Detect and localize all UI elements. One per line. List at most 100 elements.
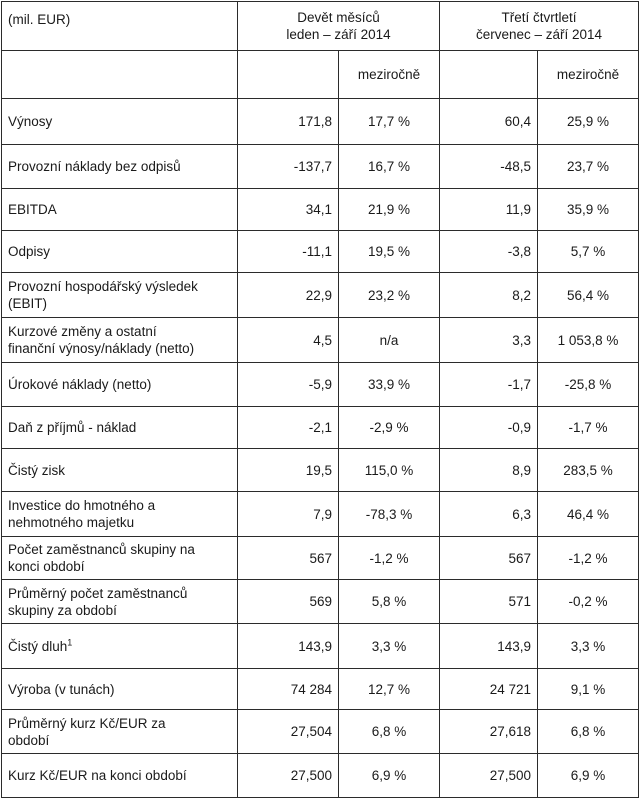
value-q3: 3,3 xyxy=(439,317,538,363)
row-label: Úrokové náklady (netto) xyxy=(1,362,238,407)
row-label-line2: (EBIT) xyxy=(8,296,47,311)
yoy-nine-months: n/a xyxy=(338,317,440,363)
table-row: EBITDA 34,1 21,9 % 11,9 35,9 % xyxy=(1,188,640,231)
table-row: Odpisy -11,1 19,5 % -3,8 5,7 % xyxy=(1,230,640,273)
row-label-line1: Kurzové změny a ostatní xyxy=(8,324,157,339)
header-row-periods: (mil. EUR) Devět měsíců leden – září 201… xyxy=(1,1,640,51)
yoy-nine-months: 33,9 % xyxy=(338,362,440,407)
yoy-q3: 6,8 % xyxy=(536,709,640,754)
yoy-q3: 46,4 % xyxy=(536,491,640,537)
yoy-nine-months: -2,9 % xyxy=(338,406,440,449)
row-label-line1: Výroba (v tunách) xyxy=(8,681,115,697)
row-label: Daň z příjmů - náklad xyxy=(1,406,238,449)
row-label-line1: Čistý zisk xyxy=(8,462,65,478)
row-label-line2: konci období xyxy=(8,559,85,574)
value-q3: 571 xyxy=(439,579,538,624)
yoy-q3: 25,9 % xyxy=(536,98,640,145)
row-label-line1: Investice do hmotného a xyxy=(8,498,156,513)
yoy-nine-months: 6,9 % xyxy=(338,753,440,798)
value-nine-months: 74 284 xyxy=(237,668,339,710)
row-label-line1: Průměrný kurz Kč/EUR za xyxy=(8,715,166,731)
yoy-nine-months: 16,7 % xyxy=(338,144,440,189)
value-nine-months: -11,1 xyxy=(237,230,339,273)
yoy-q3: 23,7 % xyxy=(536,144,640,189)
table-row: Výroba (v tunách) 74 284 12,7 % 24 721 9,1 % xyxy=(1,668,640,710)
value-q3: 8,9 xyxy=(439,448,538,492)
table-row: Kurz Kč/EUR na konci období 27,500 6,9 % 27… xyxy=(1,753,640,798)
row-label: Provozní hospodářský výsledek (EBIT) xyxy=(1,272,238,318)
table-row: Úrokové náklady (netto) -5,9 33,9 % -1,7 -25… xyxy=(1,362,640,407)
value-nine-months: 171,8 xyxy=(237,98,339,145)
row-label: Provozní náklady bez odpisů xyxy=(1,144,238,189)
value-q3: 24 721 xyxy=(439,668,538,710)
row-label: Průměrný počet zaměstnanců skupiny za obd… xyxy=(1,579,238,624)
yoy-q3: -1,2 % xyxy=(536,536,640,580)
row-label-line2: finanční výnosy/náklady (netto) xyxy=(8,341,195,356)
table-row: Daň z příjmů - náklad -2,1 -2,9 % -0,9 -1,7 … xyxy=(1,406,640,449)
row-label-line1: EBITDA xyxy=(8,202,57,217)
yoy-nine-months: 23,2 % xyxy=(338,272,440,318)
yoy-q3: 283,5 % xyxy=(536,448,640,492)
row-label: Kurzové změny a ostatní finanční výnosy/n… xyxy=(1,317,238,363)
value-nine-months: 569 xyxy=(237,579,339,624)
value-q3: 60,4 xyxy=(439,98,538,145)
table-row: Průměrný kurz Kč/EUR za období 27,504 6,8 %… xyxy=(1,709,640,754)
row-label: Kurz Kč/EUR na konci období xyxy=(1,753,238,798)
row-label: Investice do hmotného a nehmotného majetk… xyxy=(1,491,238,537)
value-nine-months: -5,9 xyxy=(237,362,339,407)
row-label-line1: Průměrný počet zaměstnanců xyxy=(8,585,188,601)
table-row: Provozní hospodářský výsledek (EBIT) 22,9 2… xyxy=(1,272,640,318)
row-label-line1: Odpisy xyxy=(8,244,51,259)
yoy-q3: -0,2 % xyxy=(536,579,640,624)
yoy-header-q3: meziročně xyxy=(536,50,640,99)
period-nine-months-title: Devět měsíců xyxy=(297,10,380,25)
yoy-nine-months: -78,3 % xyxy=(338,491,440,537)
yoy-nine-months: 12,7 % xyxy=(338,668,440,710)
table-row: Výnosy 171,8 17,7 % 60,4 25,9 % xyxy=(1,98,640,145)
yoy-nine-months: 5,8 % xyxy=(338,579,440,624)
table-row: Kurzové změny a ostatní finanční výnosy/n… xyxy=(1,317,640,363)
value-q3: 27,500 xyxy=(439,753,538,798)
row-label-line1: Čistý dluh xyxy=(8,638,68,654)
yoy-q3: 5,7 % xyxy=(536,230,640,273)
row-label: Čistý zisk xyxy=(1,448,238,492)
row-label-line1: Výnosy xyxy=(8,114,53,129)
row-label-line1: Provozní hospodářský výsledek xyxy=(8,279,198,294)
yoy-q3: 35,9 % xyxy=(536,188,640,231)
yoy-nine-months: 3,3 % xyxy=(338,623,440,669)
row-label-line1: Úrokové náklady (netto) xyxy=(8,377,152,392)
empty-cell xyxy=(237,50,339,99)
value-nine-months: 4,5 xyxy=(237,317,339,363)
table-row: Počet zaměstnanců skupiny na konci období… xyxy=(1,536,640,580)
row-label-line1: Provozní náklady bez odpisů xyxy=(8,159,181,174)
value-q3: 8,2 xyxy=(439,272,538,318)
value-q3: -0,9 xyxy=(439,406,538,449)
value-nine-months: 7,9 xyxy=(237,491,339,537)
value-nine-months: 567 xyxy=(237,536,339,580)
period-nine-months-header: Devět měsíců leden – září 2014 xyxy=(237,1,440,51)
table-row: Průměrný počet zaměstnanců skupiny za obd… xyxy=(1,579,640,624)
yoy-header-nine-months: meziročně xyxy=(338,50,440,99)
yoy-nine-months: 17,7 % xyxy=(338,98,440,145)
row-label: Výroba (v tunách) xyxy=(1,668,238,710)
row-label: Čistý dluh1 xyxy=(1,623,238,669)
row-label-line1: Daň z příjmů - náklad xyxy=(8,420,137,435)
yoy-nine-months: 115,0 % xyxy=(338,448,440,492)
value-nine-months: 22,9 xyxy=(237,272,339,318)
value-q3: 27,618 xyxy=(439,709,538,754)
value-q3: 11,9 xyxy=(439,188,538,231)
footnote-marker: 1 xyxy=(67,637,73,647)
row-label-line1: Počet zaměstnanců skupiny na xyxy=(8,542,195,557)
period-nine-months-range: leden – září 2014 xyxy=(286,27,391,42)
row-label-line1: Kurz Kč/EUR na konci období xyxy=(8,768,187,783)
period-q3-title: Třetí čtvrtletí xyxy=(501,10,577,25)
value-q3: 567 xyxy=(439,536,538,580)
row-label: Výnosy xyxy=(1,98,238,145)
yoy-q3: -1,7 % xyxy=(536,406,640,449)
yoy-q3: 6,9 % xyxy=(536,753,640,798)
row-label: EBITDA xyxy=(1,188,238,231)
row-label: Průměrný kurz Kč/EUR za období xyxy=(1,709,238,754)
yoy-nine-months: 21,9 % xyxy=(338,188,440,231)
table-row: Čistý dluh1 143,9 3,3 % 143,9 3,3 % xyxy=(1,623,640,669)
